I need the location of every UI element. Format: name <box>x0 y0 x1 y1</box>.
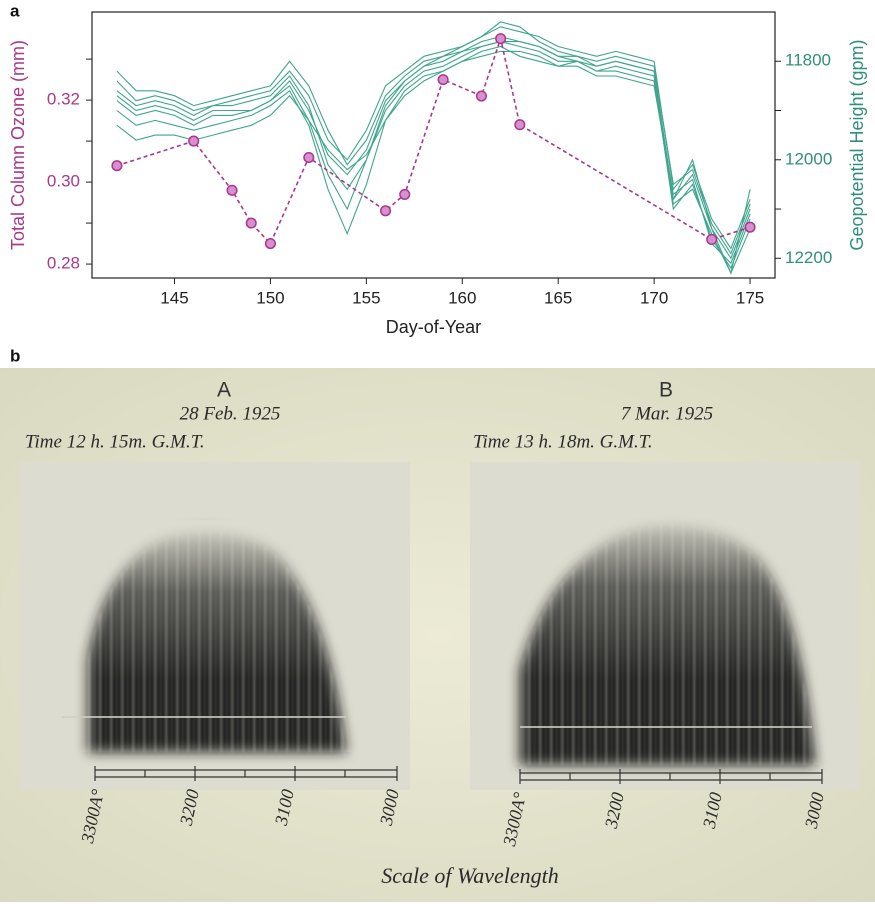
scale-bar-a <box>94 766 398 781</box>
y2-tick-label: 12000 <box>785 149 832 168</box>
ozone-point <box>226 184 238 196</box>
plate-date: 28 Feb. 1925 <box>180 403 281 424</box>
ozone-point <box>303 151 315 164</box>
y-axis-label: Total Column Ozone (mm) <box>8 40 28 250</box>
ozone-point <box>706 233 718 246</box>
plate-time: Time 13 h. 18m. G.M.T. <box>473 431 653 452</box>
y2-tick-label: 12200 <box>785 248 832 267</box>
height-line <box>116 45 751 270</box>
height-line <box>116 41 751 275</box>
x-tick-label: 165 <box>544 288 572 307</box>
scale-bar-b <box>519 769 823 784</box>
height-line <box>116 41 751 275</box>
ozone-point <box>111 160 123 172</box>
x-tick-label: 150 <box>256 288 284 307</box>
panel-label: a <box>10 1 20 20</box>
ozone-point <box>399 188 411 200</box>
spectrum-b <box>512 510 822 765</box>
panel-label: b <box>10 346 20 365</box>
y-tick-label: 0.30 <box>47 172 80 191</box>
plot-frame <box>91 11 776 279</box>
x-tick-label: 175 <box>736 288 764 307</box>
y2-axis-label: Geopotential Height (gpm) <box>847 39 867 250</box>
ozone-point <box>744 221 756 233</box>
ozone-point <box>437 74 449 86</box>
ozone-line <box>116 35 751 246</box>
ozone-point <box>379 205 392 217</box>
ozone-point <box>514 119 526 131</box>
chart: 145 150 155 160 165 170 175 Day-of-Year 0.28 0.30… <box>8 21 867 337</box>
height-line <box>116 21 751 255</box>
y-tick-label: 0.32 <box>47 90 80 109</box>
height-line <box>116 50 751 265</box>
x-tick-label: 155 <box>352 288 380 307</box>
x-tick-label: 170 <box>640 288 668 307</box>
ozone-point <box>495 33 507 45</box>
height-line <box>116 26 751 250</box>
y2-tick-label: 11800 <box>785 51 831 70</box>
spectrum-fade <box>512 510 822 680</box>
spectrum-a <box>62 520 355 752</box>
y-tick-label: 0.28 <box>47 254 80 273</box>
ozone-point <box>264 238 276 250</box>
x-tick-label: 160 <box>448 288 476 307</box>
ozone-point <box>188 135 200 147</box>
plate-label: A <box>217 379 231 402</box>
scale-ticks <box>94 766 398 781</box>
plate-time: Time 12 h. 15m. G.M.T. <box>25 431 205 452</box>
ozone-point <box>475 90 488 102</box>
x-axis-label: Day-of-Year <box>386 317 481 337</box>
photo-caption: Scale of Wavelength <box>381 863 559 888</box>
spectrum-fade <box>80 520 355 680</box>
plate-label: B <box>659 379 673 402</box>
x-tick-label: 145 <box>160 288 188 307</box>
scale-ticks <box>519 769 823 784</box>
plate-date: 7 Mar. 1925 <box>621 403 713 424</box>
ozone-point <box>245 217 257 229</box>
